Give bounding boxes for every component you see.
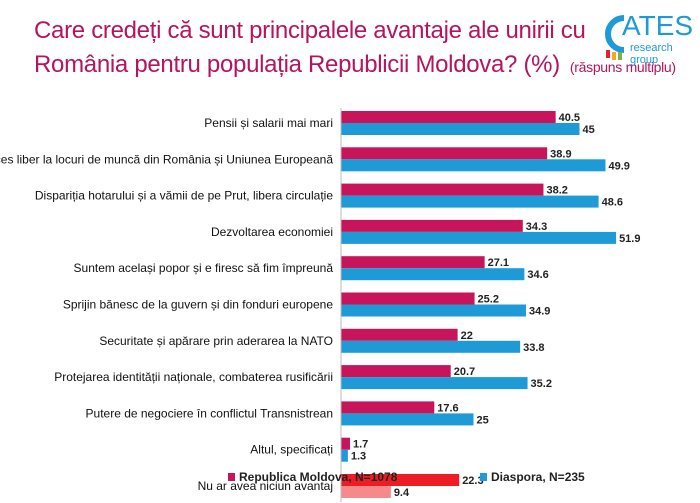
chart-title: Care credeți că sunt principalele avanta… [34, 14, 676, 84]
bar [341, 413, 474, 426]
bar [341, 304, 526, 317]
data-label: 25 [477, 414, 489, 426]
bar [341, 449, 348, 462]
bar [341, 147, 548, 160]
category-label: Dispariția hotarului și a vămii de pe Pr… [35, 189, 333, 203]
legend-swatch [228, 473, 235, 481]
data-label: 38.2 [546, 185, 567, 197]
logo-text: ATES [622, 10, 694, 41]
data-label: 34.3 [526, 221, 547, 233]
bar [341, 474, 460, 486]
bar [341, 183, 544, 196]
data-label: 34.9 [529, 306, 550, 318]
title-line-1: Care credeți că sunt principalele avanta… [34, 17, 586, 44]
bar [341, 256, 485, 269]
bar [341, 437, 351, 450]
bar [341, 195, 599, 208]
bar [341, 486, 391, 498]
logo-subtext: research group [630, 42, 673, 66]
data-label: 45 [583, 124, 595, 136]
data-label: 35.2 [531, 378, 552, 390]
data-label: 34.6 [527, 269, 548, 281]
legend-label: Republica Moldova, N=1078 [239, 470, 398, 484]
bar [341, 328, 458, 341]
data-label: 48.6 [602, 197, 623, 209]
category-label: Securitate și apărare prin aderarea la N… [99, 334, 333, 348]
bar [341, 231, 617, 244]
category-label: Pensii și salarii mai mari [204, 116, 333, 130]
bar [341, 377, 528, 390]
bar [341, 219, 523, 232]
category-label: Altul, specificați [250, 443, 333, 457]
data-label: 49.9 [608, 160, 629, 172]
category-label: Putere de negociere în conflictul Transn… [86, 406, 333, 420]
data-label: 20.7 [454, 366, 475, 378]
logo-mark-icon [605, 15, 625, 60]
bar [341, 111, 556, 123]
data-label: 1.7 [353, 439, 368, 451]
bar [341, 340, 521, 353]
bar [341, 123, 580, 135]
data-label: 38.9 [550, 148, 571, 160]
category-label: Dezvoltarea economiei [211, 225, 333, 239]
data-label: 9.4 [394, 487, 410, 499]
data-label: 27.1 [488, 257, 509, 269]
data-label: 33.8 [523, 342, 544, 354]
title-line-2: România pentru populația Republicii Mold… [34, 51, 560, 78]
legend-swatch [480, 473, 487, 481]
bar [341, 268, 525, 281]
note: (răspuns multiplu) [569, 59, 676, 75]
category-label: Nu ar avea niciun avantaj [198, 479, 333, 493]
data-label: 17.6 [437, 402, 458, 414]
bar [341, 401, 435, 414]
category-label: Protejarea identității naționale, combat… [54, 370, 333, 384]
data-label: 22.3 [462, 475, 483, 487]
bar [341, 292, 475, 305]
ates-logo: ATES research group [600, 10, 700, 66]
legend-label: Diaspora, N=235 [491, 470, 585, 484]
category-label: Acces liber la locuri de muncă din Român… [0, 152, 333, 166]
data-label: 1.3 [351, 451, 366, 463]
category-label: Suntem același popor și e firesc să fim … [74, 261, 334, 275]
data-label: 22 [461, 330, 473, 342]
category-label: Sprijin bănesc de la guvern și din fondu… [63, 298, 334, 312]
data-label: 25.2 [478, 294, 499, 306]
data-label: 51.9 [619, 233, 640, 245]
bar [341, 365, 451, 378]
bar [341, 159, 606, 172]
data-label: 40.5 [559, 112, 580, 124]
